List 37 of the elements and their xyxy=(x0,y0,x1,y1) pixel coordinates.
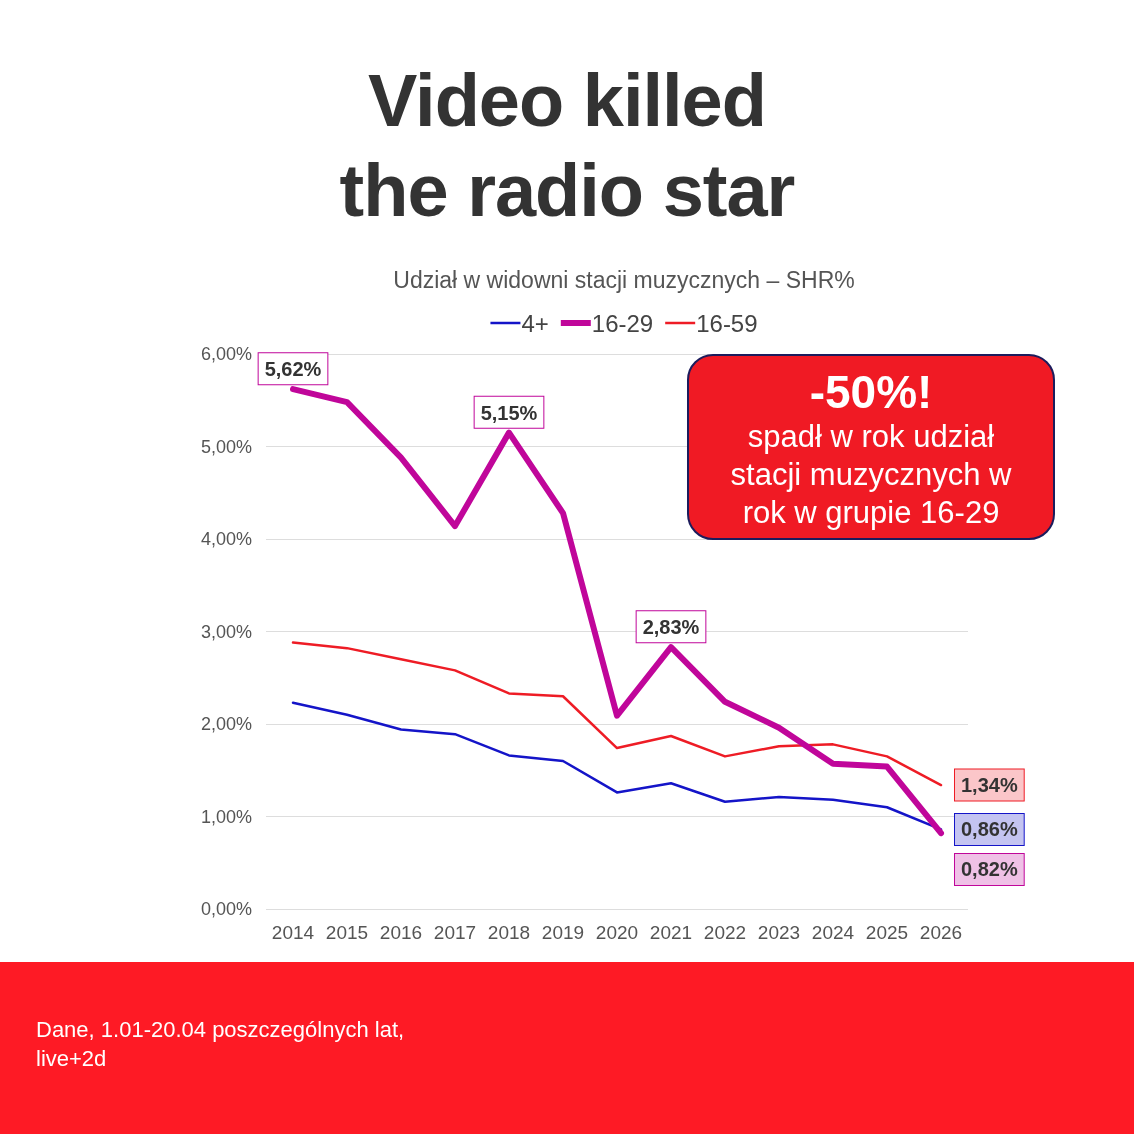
text: Dane, 1.01-20.04 poszczególnych lat, live+2d xyxy=(36,1016,406,1073)
data-label: 5,62% xyxy=(264,358,322,381)
x-tick-label: 2018 xyxy=(487,922,531,943)
legend-label: 4+ xyxy=(521,309,549,337)
x-tick-label: 2021 xyxy=(649,922,693,943)
x-tick-label: 2017 xyxy=(433,922,477,943)
x-tick-label: 2023 xyxy=(757,922,801,943)
x-tick-label: 2020 xyxy=(595,922,639,943)
x-tick-label: 2025 xyxy=(865,922,909,943)
y-tick-label: 5,00% xyxy=(200,436,252,457)
data-label: 0,82% xyxy=(961,858,1018,881)
chart-subtitle: Udział w widowni stacji muzycznych – SHR% xyxy=(393,266,855,293)
x-tick-label: 2022 xyxy=(703,922,747,943)
x-tick-label: 2026 xyxy=(919,922,963,943)
y-tick-label: 2,00% xyxy=(200,714,252,734)
data-label: 2,83% xyxy=(642,616,700,639)
legend-label: 16-59 xyxy=(696,309,758,337)
callout-box: -50%! spadł w rok udział stacji muzycznych w rok w grupie 16-29 xyxy=(687,354,1055,540)
data-label: 0,86% xyxy=(961,818,1018,841)
y-tick-label: 0,00% xyxy=(200,899,252,919)
annotation: -50%! xyxy=(808,366,934,418)
data-label: 5,15% xyxy=(480,401,538,424)
annotation: spadł w rok udział stacji muzycznych w rok w grupie 16-29 xyxy=(729,418,1013,532)
y-tick-label: 6,00% xyxy=(200,344,252,364)
x-tick-label: 2014 xyxy=(271,922,315,943)
x-tick-label: 2016 xyxy=(379,922,423,943)
data-label: 1,34% xyxy=(961,774,1018,797)
legend-label: 16-29 xyxy=(591,309,654,337)
y-tick-label: 4,00% xyxy=(200,529,252,549)
x-tick-label: 2019 xyxy=(541,922,585,943)
y-tick-label: 1,00% xyxy=(200,806,252,827)
line-series xyxy=(291,701,943,831)
x-tick-label: 2024 xyxy=(811,922,855,943)
x-tick-label: 2015 xyxy=(325,922,369,943)
y-tick-label: 3,00% xyxy=(200,621,252,642)
chart-title: Video killed the radio star xyxy=(338,58,796,234)
line-series xyxy=(291,641,943,787)
